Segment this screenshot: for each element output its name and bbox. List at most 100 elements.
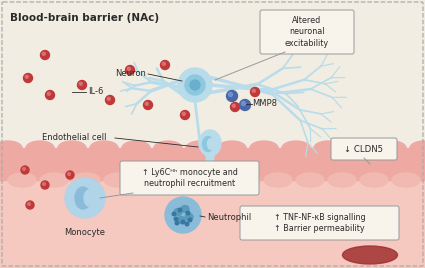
Ellipse shape bbox=[8, 173, 36, 187]
Ellipse shape bbox=[185, 214, 193, 221]
Text: Altered
neuronal
excitability: Altered neuronal excitability bbox=[285, 16, 329, 48]
Ellipse shape bbox=[378, 141, 406, 155]
Bar bbox=[0, 148, 425, 180]
Circle shape bbox=[28, 203, 30, 205]
Circle shape bbox=[45, 91, 54, 99]
Circle shape bbox=[145, 102, 148, 105]
Ellipse shape bbox=[392, 173, 420, 187]
Circle shape bbox=[165, 197, 201, 233]
Circle shape bbox=[79, 82, 82, 85]
Ellipse shape bbox=[200, 173, 228, 187]
Circle shape bbox=[26, 201, 34, 209]
Circle shape bbox=[230, 102, 240, 111]
FancyBboxPatch shape bbox=[120, 161, 259, 195]
Ellipse shape bbox=[0, 141, 22, 155]
Text: IL-6: IL-6 bbox=[88, 87, 103, 96]
Text: ↑ TNF-NF-κB signalling
↑ Barrier permeability: ↑ TNF-NF-κB signalling ↑ Barrier permeab… bbox=[274, 213, 366, 233]
Circle shape bbox=[185, 222, 189, 226]
Ellipse shape bbox=[343, 246, 397, 264]
Ellipse shape bbox=[202, 136, 213, 151]
Text: ↓ CLDN5: ↓ CLDN5 bbox=[345, 144, 383, 154]
Circle shape bbox=[178, 68, 212, 102]
Ellipse shape bbox=[26, 141, 54, 155]
Circle shape bbox=[42, 52, 45, 55]
Bar bbox=[0, 148, 425, 268]
Circle shape bbox=[250, 87, 260, 96]
Ellipse shape bbox=[206, 167, 215, 179]
Ellipse shape bbox=[186, 141, 214, 155]
Ellipse shape bbox=[346, 141, 374, 155]
Ellipse shape bbox=[282, 141, 310, 155]
Ellipse shape bbox=[410, 141, 425, 155]
Circle shape bbox=[185, 75, 205, 95]
Ellipse shape bbox=[84, 190, 94, 206]
Circle shape bbox=[241, 102, 246, 106]
Ellipse shape bbox=[181, 206, 189, 213]
Ellipse shape bbox=[168, 173, 196, 187]
Circle shape bbox=[105, 95, 114, 105]
Ellipse shape bbox=[250, 141, 278, 155]
Ellipse shape bbox=[154, 141, 182, 155]
Ellipse shape bbox=[328, 173, 356, 187]
Ellipse shape bbox=[177, 217, 185, 224]
Circle shape bbox=[181, 110, 190, 120]
Ellipse shape bbox=[90, 141, 118, 155]
Circle shape bbox=[232, 104, 235, 107]
Circle shape bbox=[65, 178, 105, 218]
Bar bbox=[0, 156, 425, 174]
Circle shape bbox=[181, 220, 185, 224]
Ellipse shape bbox=[207, 139, 215, 150]
Circle shape bbox=[175, 221, 179, 225]
Circle shape bbox=[23, 168, 26, 170]
Circle shape bbox=[107, 97, 110, 100]
Text: Endothelial cell: Endothelial cell bbox=[42, 133, 107, 143]
Ellipse shape bbox=[72, 173, 100, 187]
Ellipse shape bbox=[174, 209, 182, 215]
Circle shape bbox=[66, 171, 74, 179]
FancyBboxPatch shape bbox=[260, 10, 354, 54]
Circle shape bbox=[128, 67, 130, 70]
Ellipse shape bbox=[122, 141, 150, 155]
Circle shape bbox=[172, 212, 176, 216]
Circle shape bbox=[26, 75, 28, 78]
Ellipse shape bbox=[58, 141, 86, 155]
Ellipse shape bbox=[218, 141, 246, 155]
Circle shape bbox=[42, 183, 45, 185]
Circle shape bbox=[182, 112, 185, 115]
Circle shape bbox=[252, 89, 255, 92]
Circle shape bbox=[229, 92, 232, 96]
Circle shape bbox=[144, 100, 153, 110]
Circle shape bbox=[21, 166, 29, 174]
Circle shape bbox=[161, 61, 170, 69]
Circle shape bbox=[162, 62, 165, 65]
Text: Neutrophil: Neutrophil bbox=[207, 213, 251, 221]
Circle shape bbox=[40, 50, 49, 59]
Text: Neuron: Neuron bbox=[115, 69, 146, 79]
Circle shape bbox=[77, 80, 87, 90]
Circle shape bbox=[47, 92, 50, 95]
Text: Blood-brain barrier (NAc): Blood-brain barrier (NAc) bbox=[10, 13, 159, 23]
Circle shape bbox=[23, 73, 32, 83]
Text: Monocyte: Monocyte bbox=[65, 228, 105, 237]
Circle shape bbox=[186, 211, 190, 215]
Ellipse shape bbox=[296, 173, 324, 187]
Ellipse shape bbox=[232, 173, 260, 187]
Circle shape bbox=[174, 217, 178, 221]
Ellipse shape bbox=[360, 173, 388, 187]
Ellipse shape bbox=[75, 187, 91, 209]
Circle shape bbox=[227, 91, 238, 102]
Ellipse shape bbox=[314, 141, 342, 155]
FancyBboxPatch shape bbox=[331, 138, 397, 160]
Ellipse shape bbox=[40, 173, 68, 187]
Circle shape bbox=[190, 80, 200, 90]
Circle shape bbox=[125, 65, 134, 75]
Ellipse shape bbox=[264, 173, 292, 187]
Circle shape bbox=[178, 208, 182, 212]
Ellipse shape bbox=[136, 173, 164, 187]
Ellipse shape bbox=[199, 130, 221, 156]
Ellipse shape bbox=[104, 173, 132, 187]
Circle shape bbox=[41, 181, 49, 189]
Text: ↑ Ly6Cᴴʰ monocyte and
neutrophil recruitment: ↑ Ly6Cᴴʰ monocyte and neutrophil recruit… bbox=[142, 168, 238, 188]
FancyBboxPatch shape bbox=[240, 206, 399, 240]
Circle shape bbox=[240, 99, 250, 110]
